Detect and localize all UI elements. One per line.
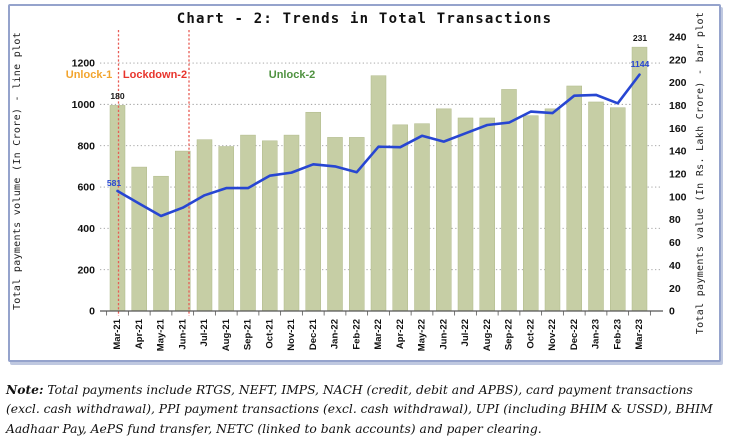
x-label-Jul-22: Jul-22	[460, 319, 471, 346]
right-axis-tick-40: 40	[669, 260, 681, 272]
chart-title: Chart - 2: Trends in Total Transactions	[176, 11, 553, 27]
bar-Aug-21	[218, 146, 234, 312]
right-axis-tick-240: 240	[669, 31, 687, 43]
bar-Jul-21	[196, 139, 213, 312]
annotation-unlock-1: Unlock-1	[66, 69, 112, 81]
x-label-Feb-23: Feb-23	[612, 319, 623, 350]
bar-Dec-22	[566, 85, 582, 312]
annotation-lockdown-2: Lockdown-2	[123, 69, 187, 81]
right-axis-tick-100: 100	[669, 191, 687, 203]
data-label-180: 180	[110, 91, 125, 101]
x-label-Nov-21: Nov-21	[286, 318, 297, 350]
x-label-Jun-22: Jun-22	[438, 319, 449, 350]
bar-Mar-22	[370, 75, 387, 312]
right-axis-title: Total payments value (In Rs. Lakh Crore)…	[695, 12, 706, 334]
bar-Sep-21	[240, 134, 256, 312]
right-axis-tick-20: 20	[669, 283, 681, 295]
x-label-Jun-21: Jun-21	[177, 318, 188, 349]
bar-Mar-23	[631, 46, 648, 312]
x-label-Apr-21: Apr-21	[134, 318, 145, 349]
right-axis-tick-140: 140	[669, 146, 687, 158]
bar-Aug-22	[479, 117, 495, 312]
left-axis-tick-1200: 1200	[72, 58, 96, 70]
note: Note: Total payments include RTGS, NEFT,…	[6, 380, 728, 439]
bar-May-22	[414, 123, 430, 312]
bar-Nov-22	[544, 108, 561, 312]
left-axis-tick-1000: 1000	[72, 99, 96, 111]
right-axis-tick-220: 220	[669, 54, 687, 66]
right-axis-tick-60: 60	[669, 237, 681, 249]
bar-Apr-22	[392, 124, 408, 312]
right-axis-tick-120: 120	[669, 169, 687, 181]
data-label-581: 581	[107, 178, 122, 188]
left-axis-tick-0: 0	[89, 306, 95, 318]
x-label-Apr-22: Apr-22	[395, 319, 406, 349]
annotation-unlock-2: Unlock-2	[269, 69, 315, 81]
note-text: Total payments include RTGS, NEFT, IMPS,…	[6, 383, 713, 436]
data-label-1144: 1144	[631, 59, 650, 69]
left-axis-title: Total payments volume (In Crore) - line …	[12, 32, 23, 310]
right-axis-tick-180: 180	[669, 100, 687, 112]
data-label-231: 231	[633, 33, 648, 43]
x-label-Nov-22: Nov-22	[547, 319, 558, 351]
right-axis-tick-200: 200	[669, 77, 687, 89]
x-label-Jan-22: Jan-22	[330, 319, 341, 349]
bar-Feb-23	[610, 107, 626, 312]
bar-Feb-22	[349, 137, 365, 312]
note-label: Note:	[6, 382, 44, 397]
left-axis-tick-600: 600	[77, 182, 95, 194]
bar-Dec-21	[305, 111, 321, 312]
x-label-Mar-21: Mar-21	[112, 318, 123, 349]
x-label-May-22: May-22	[417, 319, 428, 351]
x-label-Mar-22: Mar-22	[373, 319, 384, 350]
x-label-Aug-22: Aug-22	[482, 319, 493, 351]
x-label-May-21: May-21	[156, 318, 167, 351]
bar-Oct-21	[262, 140, 278, 312]
bar-Mar-21	[109, 105, 126, 312]
right-axis-tick-0: 0	[669, 306, 675, 318]
x-label-Mar-23: Mar-23	[634, 319, 645, 350]
left-axis-tick-400: 400	[77, 223, 95, 235]
x-label-Sep-21: Sep-21	[243, 318, 254, 350]
right-axis-tick-160: 160	[669, 123, 687, 135]
x-label-Aug-21: Aug-21	[221, 318, 232, 351]
x-label-Oct-21: Oct-21	[264, 318, 275, 348]
bar-Jul-22	[457, 117, 474, 312]
x-label-Sep-22: Sep-22	[504, 319, 515, 350]
line-series	[116, 73, 641, 218]
bar-Jan-22	[327, 137, 343, 312]
bar-Jan-23	[588, 101, 604, 312]
bar-May-21	[153, 175, 169, 312]
bar-Jun-21	[175, 150, 191, 312]
left-axis-tick-200: 200	[77, 264, 95, 276]
x-label-Dec-21: Dec-21	[308, 318, 319, 350]
bar-Apr-21	[131, 166, 147, 312]
x-label-Jul-21: Jul-21	[199, 318, 210, 346]
right-axis-tick-80: 80	[669, 214, 681, 226]
left-axis-tick-800: 800	[77, 140, 95, 152]
x-label-Dec-22: Dec-22	[569, 319, 580, 350]
x-label-Oct-22: Oct-22	[525, 319, 536, 349]
bar-Oct-22	[523, 115, 539, 312]
bar-Nov-21	[283, 134, 300, 312]
x-label-Jan-23: Jan-23	[591, 319, 602, 349]
x-label-Feb-22: Feb-22	[351, 319, 362, 350]
